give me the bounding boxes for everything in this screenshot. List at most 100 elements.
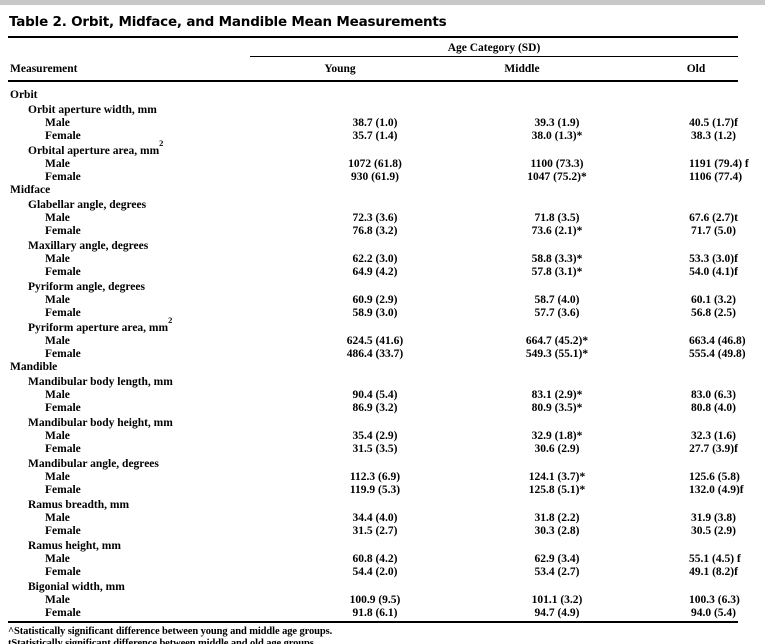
row-label-text: Female bbox=[45, 443, 81, 455]
cell-middle: 1100 (73.3) bbox=[530, 158, 584, 170]
table-row: Female 930 (61.9) 1047 (75.2)* 1106 (77.4) bbox=[8, 171, 742, 184]
row-label-text: Female bbox=[45, 566, 81, 578]
cell-middle: 30.6 (2.9) bbox=[534, 443, 580, 455]
cell-young: 119.9 (5.3) bbox=[349, 484, 401, 496]
row-label: Male bbox=[8, 117, 285, 130]
table-row: Female 91.8 (6.1) 94.7 (4.9) 94.0 (5.4) bbox=[8, 607, 738, 620]
row-label-text: Orbital aperture area, mm bbox=[28, 145, 160, 157]
row-label-text: Mandibular angle, degrees bbox=[28, 458, 159, 470]
row-label-superscript: 2 bbox=[168, 314, 173, 325]
row-label: Orbit bbox=[8, 89, 250, 102]
column-header-old: Old bbox=[686, 63, 706, 75]
cell-old: 83.0 (6.3) bbox=[690, 389, 737, 401]
cell-middle: 94.7 (4.9) bbox=[534, 607, 580, 619]
column-header-measurement: Measurement bbox=[10, 63, 78, 75]
row-label-text: Mandibular body length, mm bbox=[28, 376, 173, 388]
table-row: Male 35.4 (2.9) 32.9 (1.8)* 32.3 (1.6) bbox=[8, 430, 738, 443]
row-label: Female bbox=[8, 484, 285, 497]
row-label-text: Male bbox=[45, 512, 70, 524]
table-row: Female 31.5 (3.5) 30.6 (2.9) 27.7 (3.9)f bbox=[8, 443, 738, 456]
table-row: Male 60.9 (2.9) 58.7 (4.0) 60.1 (3.2) bbox=[8, 294, 738, 307]
row-label-text: Pyriform angle, degrees bbox=[28, 281, 145, 293]
table-row: Maxillary angle, degrees bbox=[8, 240, 738, 253]
table-row: Mandible bbox=[8, 361, 738, 374]
cell-middle: 664.7 (45.2)* bbox=[525, 335, 589, 347]
cell-middle: 57.7 (3.6) bbox=[534, 307, 580, 319]
table-row: Male 72.3 (3.6) 71.8 (3.5) 67.6 (2.7)t bbox=[8, 212, 738, 225]
cell-old: 663.4 (46.8) bbox=[689, 335, 746, 347]
cell-middle: 1047 (75.2)* bbox=[527, 171, 587, 183]
row-label: Orbit aperture width, mm bbox=[8, 104, 268, 117]
age-category-label: Age Category (SD) bbox=[447, 42, 541, 54]
row-label: Mandibular angle, degrees bbox=[8, 458, 268, 471]
cell-young: 34.4 (4.0) bbox=[352, 512, 398, 524]
cell-young: 930 (61.9) bbox=[351, 171, 399, 183]
cell-old: 55.1 (4.5) f bbox=[689, 553, 741, 565]
row-label: Female bbox=[8, 266, 285, 279]
table-row: Male 624.5 (41.6) 664.7 (45.2)* 663.4 (46.8… bbox=[8, 335, 746, 348]
row-label-text: Female bbox=[45, 130, 81, 142]
row-label: Maxillary angle, degrees bbox=[8, 240, 268, 253]
table-row: Orbital aperture area, mm2 bbox=[8, 138, 738, 158]
table-title: Table 2. Orbit, Midface, and Mandible Me… bbox=[8, 5, 738, 38]
table-row: Mandibular angle, degrees bbox=[8, 458, 738, 471]
row-label-text: Female bbox=[45, 307, 81, 319]
cell-young: 86.9 (3.2) bbox=[352, 402, 398, 414]
cell-old: 56.8 (2.5) bbox=[690, 307, 737, 319]
row-label: Mandibular body height, mm bbox=[8, 417, 268, 430]
row-label: Female bbox=[8, 566, 285, 579]
cell-middle: 549.3 (55.1)* bbox=[525, 348, 589, 360]
table-row: Glabellar angle, degrees bbox=[8, 199, 738, 212]
row-label: Male bbox=[8, 294, 285, 307]
row-label: Pyriform angle, degrees bbox=[8, 281, 268, 294]
row-label: Female bbox=[8, 525, 285, 538]
cell-old: 32.3 (1.6) bbox=[690, 430, 737, 442]
table-row: Female 54.4 (2.0) 53.4 (2.7) 49.1 (8.2)f bbox=[8, 566, 738, 579]
cell-old: 100.3 (6.3) bbox=[689, 594, 740, 606]
cell-young: 31.5 (2.7) bbox=[352, 525, 398, 537]
row-label: Female bbox=[8, 607, 285, 620]
row-label: Male bbox=[8, 212, 285, 225]
table-row: Bigonial width, mm bbox=[8, 581, 738, 594]
row-label-text: Female bbox=[45, 348, 81, 360]
row-label: Glabellar angle, degrees bbox=[8, 199, 268, 212]
table-row: Pyriform aperture area, mm2 bbox=[8, 315, 738, 335]
cell-old: 1191 (79.4) f bbox=[689, 158, 749, 170]
cell-middle: 39.3 (1.9) bbox=[534, 117, 580, 129]
cell-young: 76.8 (3.2) bbox=[352, 225, 398, 237]
cell-young: 60.8 (4.2) bbox=[352, 553, 398, 565]
table-row: Orbit bbox=[8, 89, 738, 102]
cell-old: 132.0 (4.9)f bbox=[689, 484, 744, 496]
row-label-text: Male bbox=[45, 553, 70, 565]
cell-young: 31.5 (3.5) bbox=[352, 443, 398, 455]
cell-middle: 83.1 (2.9)* bbox=[531, 389, 583, 401]
cell-young: 58.9 (3.0) bbox=[352, 307, 398, 319]
cell-middle: 80.9 (3.5)* bbox=[531, 402, 583, 414]
table-row: Female 64.9 (4.2) 57.8 (3.1)* 54.0 (4.1)f bbox=[8, 266, 738, 279]
cell-young: 38.7 (1.0) bbox=[352, 117, 398, 129]
row-label: Female bbox=[8, 225, 285, 238]
cell-old: 60.1 (3.2) bbox=[690, 294, 737, 306]
table-row: Female 35.7 (1.4) 38.0 (1.3)* 38.3 (1.2) bbox=[8, 130, 738, 143]
row-label: Orbital aperture area, mm2 bbox=[8, 138, 268, 158]
row-label: Female bbox=[8, 307, 285, 320]
row-label: Female bbox=[8, 130, 285, 143]
row-label-text: Female bbox=[45, 402, 81, 414]
cell-old: 31.9 (3.8) bbox=[690, 512, 737, 524]
table-body: Orbit Orbit aperture width, mm Male 38.7 (1… bbox=[8, 82, 749, 623]
footnote-middle-old: tStatistically significant difference be… bbox=[8, 638, 317, 644]
row-label-superscript: 2 bbox=[159, 137, 164, 148]
cell-young: 91.8 (6.1) bbox=[352, 607, 398, 619]
row-label: Mandibular body length, mm bbox=[8, 376, 268, 389]
footnotes: ^Statistically significant difference be… bbox=[8, 623, 738, 644]
column-header-young: Young bbox=[324, 63, 356, 75]
table-row: Male 62.2 (3.0) 58.8 (3.3)* 53.3 (3.0)f bbox=[8, 253, 738, 266]
table-row: Male 112.3 (6.9) 124.1 (3.7)* 125.6 (5.8) bbox=[8, 471, 740, 484]
table-row: Midface bbox=[8, 184, 738, 197]
row-label-text: Female bbox=[45, 171, 81, 183]
row-label-text: Male bbox=[45, 430, 70, 442]
cell-young: 60.9 (2.9) bbox=[352, 294, 398, 306]
cell-middle: 30.3 (2.8) bbox=[534, 525, 580, 537]
row-label-text: Ramus height, mm bbox=[28, 540, 121, 552]
cell-old: 67.6 (2.7)t bbox=[689, 212, 738, 224]
